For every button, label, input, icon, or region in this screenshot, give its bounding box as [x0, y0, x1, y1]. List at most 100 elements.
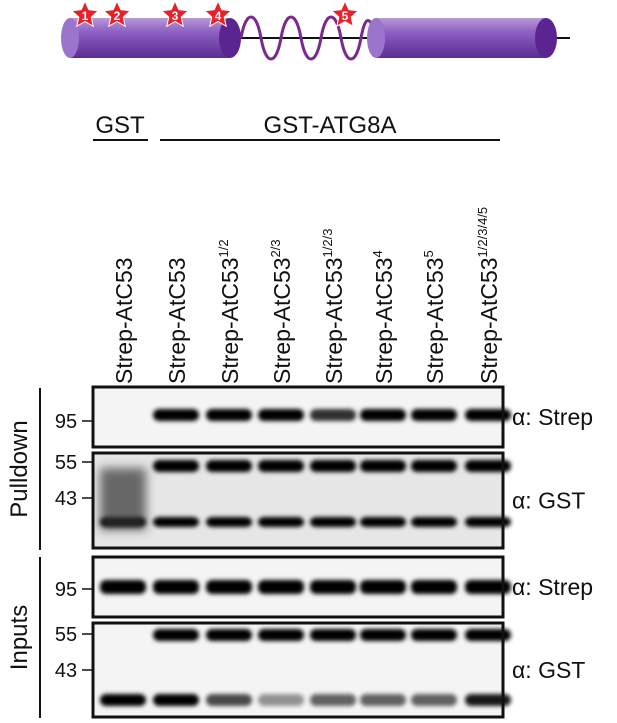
lane-name: Strep-AtC53 — [111, 257, 137, 384]
band — [310, 460, 356, 472]
band — [411, 629, 457, 641]
antibody-label: α: Strep — [512, 404, 593, 430]
star-number: 4 — [215, 9, 222, 23]
blot-panel: 55 43 α: GST — [55, 621, 585, 719]
antibody-label: α: GST — [512, 488, 585, 514]
band — [206, 517, 252, 527]
band — [411, 694, 457, 706]
domain-diagram — [61, 15, 570, 61]
lane-label: Strep-AtC531/2/3/4/5 — [475, 207, 502, 384]
star-number: 2 — [114, 9, 121, 23]
mw-marker: 95 — [55, 411, 77, 433]
antibody-label: α: Strep — [512, 574, 593, 600]
band — [206, 629, 252, 641]
lane-name: Strep-AtC53 — [422, 257, 448, 384]
mw-marker: 55 — [55, 452, 77, 474]
band — [153, 694, 199, 706]
blot-frame — [91, 451, 505, 550]
lane-superscript: 1/2/3 — [320, 229, 335, 258]
band — [258, 694, 304, 706]
mw-marker: 55 — [55, 624, 77, 646]
band — [465, 629, 511, 641]
star-number: 3 — [172, 9, 179, 23]
band — [465, 460, 511, 472]
star — [70, 0, 100, 28]
group-label: GST-ATG8A — [264, 112, 397, 139]
star-number: 1 — [82, 9, 89, 23]
band — [258, 629, 304, 641]
blot-frame — [91, 555, 505, 619]
star — [330, 0, 360, 28]
lane-label: Strep-AtC53 — [111, 257, 137, 384]
blot-frame — [91, 385, 505, 449]
lane-name: Strep-AtC53 — [321, 257, 347, 384]
band — [258, 517, 304, 527]
band — [360, 694, 406, 706]
band — [153, 460, 199, 472]
band — [465, 580, 511, 594]
blot-panel: 95 α: Strep — [55, 385, 593, 449]
lane-superscript: 2/3 — [268, 239, 283, 257]
band — [411, 460, 457, 472]
band — [310, 694, 356, 706]
star — [102, 0, 132, 28]
band — [206, 460, 252, 472]
lane-name: Strep-AtC53 — [164, 257, 190, 384]
lane-label: Strep-AtC53 — [164, 257, 190, 384]
lane-label: Strep-AtC531/2 — [216, 239, 243, 384]
lane-superscript: 4 — [370, 250, 385, 257]
lane-label: Strep-AtC535 — [421, 250, 448, 384]
band — [465, 517, 511, 527]
group-label: GST — [95, 112, 145, 139]
band — [411, 409, 457, 421]
band — [411, 517, 457, 527]
band — [310, 629, 356, 641]
mw-marker: 95 — [55, 579, 77, 601]
band — [153, 409, 199, 421]
lane-label: Strep-AtC534 — [370, 250, 397, 384]
band — [411, 580, 457, 594]
band — [206, 694, 252, 706]
band — [100, 694, 146, 706]
antibody-label: α: GST — [512, 657, 585, 683]
band — [206, 409, 252, 421]
star — [203, 0, 233, 28]
blot-panel: 55 43 α: GST — [55, 451, 585, 550]
band — [360, 629, 406, 641]
mw-marker: 43 — [55, 488, 77, 510]
band — [153, 517, 199, 527]
smear — [100, 468, 146, 530]
section-label: Pulldown — [6, 420, 33, 517]
band — [258, 460, 304, 472]
band — [153, 629, 199, 641]
lane-name: Strep-AtC53 — [269, 257, 295, 384]
lane-superscript: 5 — [421, 250, 436, 257]
band — [465, 694, 511, 706]
lane-name: Strep-AtC53 — [217, 257, 243, 384]
band — [153, 580, 199, 594]
star-number: 5 — [342, 9, 349, 23]
band — [206, 580, 252, 594]
band — [360, 580, 406, 594]
blot-panel: 95 α: Strep — [55, 555, 593, 619]
star — [160, 0, 190, 28]
band — [360, 409, 406, 421]
band — [258, 409, 304, 421]
lane-name: Strep-AtC53 — [476, 257, 502, 384]
band — [100, 580, 146, 594]
band — [310, 517, 356, 527]
band — [465, 409, 511, 421]
band — [360, 517, 406, 527]
lane-label: Strep-AtC531/2/3 — [320, 229, 347, 384]
lane-label: Strep-AtC532/3 — [268, 239, 295, 384]
band — [258, 580, 304, 594]
lane-superscript: 1/2 — [216, 239, 231, 257]
band — [310, 580, 356, 594]
mw-marker: 43 — [55, 660, 77, 682]
band — [360, 460, 406, 472]
section-label: Inputs — [6, 605, 33, 670]
lane-name: Strep-AtC53 — [371, 257, 397, 384]
lane-superscript: 1/2/3/4/5 — [475, 207, 490, 258]
band — [310, 409, 356, 421]
